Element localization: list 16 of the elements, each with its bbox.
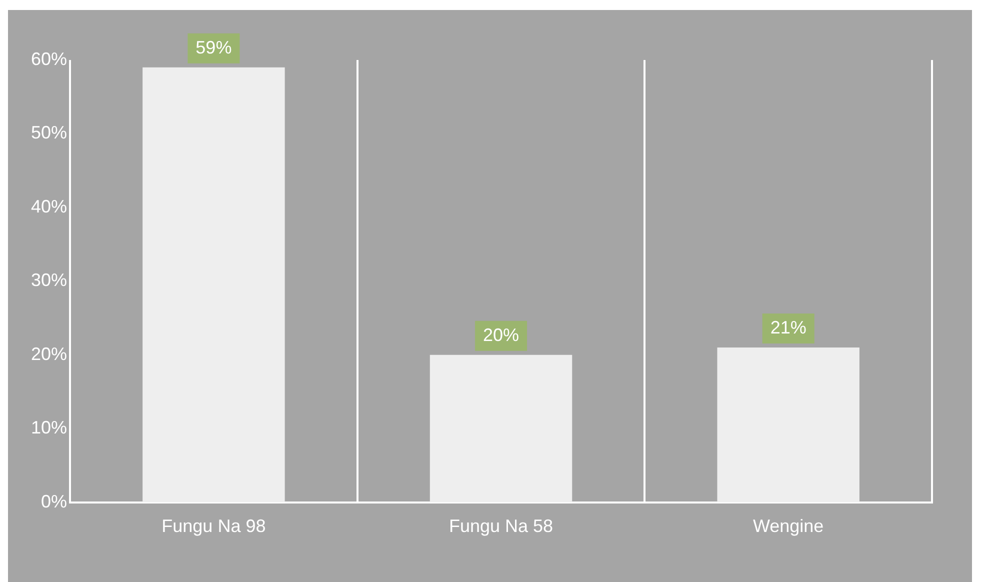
y-tick-label: 10%	[30, 418, 68, 438]
bar	[142, 67, 285, 502]
y-tick-label: 0%	[41, 491, 68, 512]
x-tick-label: Fungu Na 98	[162, 516, 266, 536]
x-tick-label: Fungu Na 58	[448, 516, 554, 536]
y-tick-label: 20%	[30, 344, 68, 364]
y-tick-label: 40%	[30, 196, 68, 216]
data-label: 21%	[770, 318, 806, 338]
x-tick-label: Wengine	[752, 516, 824, 536]
y-tick-label: 60%	[30, 48, 68, 69]
bar	[717, 348, 860, 502]
data-label: 20%	[483, 324, 520, 345]
data-label: 59%	[196, 37, 232, 58]
y-tick-label: 30%	[30, 270, 68, 290]
y-tick-label: 50%	[30, 122, 68, 143]
bar	[430, 354, 572, 502]
